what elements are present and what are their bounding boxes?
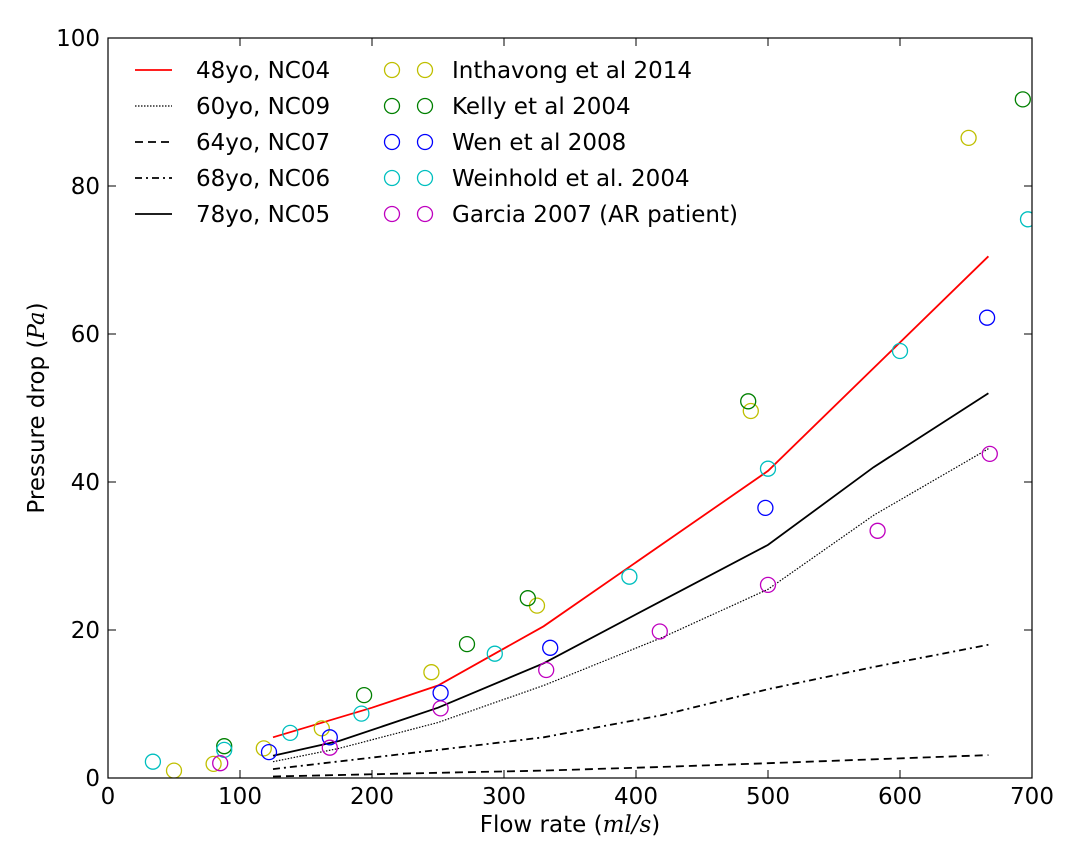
data-point-inthavong-et-al-2014 bbox=[205, 755, 222, 773]
legend-marker-kelly-et-al-2004 bbox=[416, 97, 434, 115]
legend-label-68yo-nc06: 68yo, NC06 bbox=[196, 166, 330, 192]
data-point-garcia-2007-ar-patient bbox=[212, 755, 229, 772]
data-point-inthavong-et-al-2014 bbox=[255, 740, 272, 757]
data-point-inthavong-et-al-2014 bbox=[528, 597, 546, 614]
legend-marker-kelly-et-al-2004 bbox=[383, 97, 401, 115]
x-tick-label: 100 bbox=[218, 784, 262, 810]
data-point-wen-et-al-2008 bbox=[978, 309, 996, 326]
legend: 48yo, NC04 60yo, NC09 64yo, NC07 68yo, NC06… bbox=[135, 58, 738, 228]
y-tick-label: 80 bbox=[71, 174, 100, 200]
series-line-78yo-nc05 bbox=[272, 392, 989, 757]
data-point-garcia-2007-ar-patient bbox=[538, 661, 555, 679]
legend-label-64yo-nc07: 64yo, NC07 bbox=[196, 130, 330, 156]
data-point-garcia-2007-ar-patient bbox=[869, 522, 886, 539]
legend-marker-inthavong-et-al-2014 bbox=[416, 61, 434, 79]
legend-label-60yo-nc09: 60yo, NC09 bbox=[196, 94, 330, 120]
legend-marker-wen-et-al-2008 bbox=[416, 133, 434, 151]
data-point-wen-et-al-2008 bbox=[321, 729, 338, 746]
data-point-wen-et-al-2008 bbox=[542, 639, 559, 656]
series-line-48yo-nc04 bbox=[272, 255, 990, 739]
data-point-wen-et-al-2008 bbox=[260, 743, 278, 761]
x-tick-label: 600 bbox=[878, 784, 922, 810]
data-point-inthavong-et-al-2014 bbox=[742, 402, 759, 420]
data-point-garcia-2007-ar-patient bbox=[651, 623, 668, 640]
data-point-weinhold-et-al-2004 bbox=[1019, 211, 1032, 228]
data-point-weinhold-et-al-2004 bbox=[282, 724, 299, 742]
data-point-garcia-2007-ar-patient bbox=[759, 576, 777, 594]
legend-label-kelly-et-al-2004: Kelly et al 2004 bbox=[452, 94, 631, 120]
data-point-weinhold-et-al-2004 bbox=[759, 460, 777, 477]
legend-marker-wen-et-al-2008 bbox=[383, 133, 401, 151]
data-point-weinhold-et-al-2004 bbox=[891, 342, 909, 360]
x-tick-label: 0 bbox=[101, 784, 116, 810]
axis-ticks: 0 100 200 300 400 500 600 700 0 20 40 60 80 100 bbox=[56, 26, 1054, 810]
legend-label-78yo-nc05: 78yo, NC05 bbox=[196, 202, 330, 228]
data-point-garcia-2007-ar-patient bbox=[981, 445, 998, 463]
series-line-68yo-nc06 bbox=[272, 643, 989, 770]
legend-marker-weinhold-et-al-2004 bbox=[383, 169, 401, 187]
x-tick-label: 700 bbox=[1010, 784, 1054, 810]
legend-label-inthavong-et-al-2014: Inthavong et al 2014 bbox=[452, 58, 692, 84]
data-point-inthavong-et-al-2014 bbox=[423, 664, 440, 681]
y-tick-label: 0 bbox=[85, 766, 100, 792]
plot-frame bbox=[107, 37, 1033, 779]
series-line-64yo-nc07 bbox=[272, 754, 989, 778]
x-tick-label: 400 bbox=[614, 784, 658, 810]
y-tick-label: 20 bbox=[71, 618, 100, 644]
data-point-inthavong-et-al-2014 bbox=[165, 762, 183, 778]
data-point-kelly-et-al-2004 bbox=[355, 686, 373, 704]
legend-label-wen-et-al-2008: Wen et al 2008 bbox=[452, 130, 626, 156]
x-tick-label: 300 bbox=[482, 784, 526, 810]
data-point-kelly-et-al-2004 bbox=[740, 393, 757, 410]
data-point-kelly-et-al-2004 bbox=[216, 738, 233, 755]
data-point-wen-et-al-2008 bbox=[757, 499, 774, 517]
x-tick-label: 500 bbox=[746, 784, 790, 810]
data-point-weinhold-et-al-2004 bbox=[486, 645, 503, 662]
legend-label-weinhold-et-al-2004: Weinhold et al. 2004 bbox=[452, 166, 690, 192]
legend-marker-garcia-2007-ar-patient bbox=[416, 205, 434, 223]
series-line-60yo-nc09 bbox=[272, 448, 989, 763]
data-point-garcia-2007-ar-patient bbox=[321, 739, 338, 756]
data-point-kelly-et-al-2004 bbox=[519, 590, 536, 607]
plot-content bbox=[144, 91, 1032, 778]
data-point-kelly-et-al-2004 bbox=[458, 635, 476, 653]
y-tick-label: 100 bbox=[56, 26, 100, 52]
data-point-garcia-2007-ar-patient bbox=[432, 700, 449, 717]
y-axis-label: Pressure drop (Pa) bbox=[24, 302, 50, 513]
legend-label-garcia-2007-ar-patient: Garcia 2007 (AR patient) bbox=[452, 202, 738, 228]
data-point-wen-et-al-2008 bbox=[432, 684, 449, 702]
data-point-weinhold-et-al-2004 bbox=[353, 705, 370, 722]
data-point-weinhold-et-al-2004 bbox=[144, 753, 162, 770]
legend-label-48yo-nc04: 48yo, NC04 bbox=[196, 58, 330, 84]
data-point-kelly-et-al-2004 bbox=[1014, 91, 1031, 108]
legend-marker-weinhold-et-al-2004 bbox=[416, 169, 434, 187]
y-tick-label: 40 bbox=[71, 470, 100, 496]
y-tick-label: 60 bbox=[71, 322, 100, 348]
legend-marker-inthavong-et-al-2014 bbox=[383, 61, 401, 79]
x-axis-label: Flow rate (ml/s) bbox=[480, 812, 661, 838]
data-point-inthavong-et-al-2014 bbox=[960, 129, 977, 147]
data-point-weinhold-et-al-2004 bbox=[621, 568, 638, 585]
x-tick-label: 200 bbox=[350, 784, 394, 810]
legend-marker-garcia-2007-ar-patient bbox=[383, 205, 401, 223]
